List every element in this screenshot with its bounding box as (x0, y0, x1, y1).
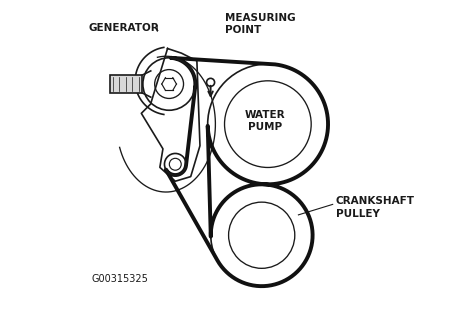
Text: MEASURING
POINT: MEASURING POINT (225, 13, 295, 35)
FancyBboxPatch shape (110, 75, 142, 93)
Text: CRANKSHAFT
PULLEY: CRANKSHAFT PULLEY (336, 196, 415, 219)
Text: WATER
PUMP: WATER PUMP (245, 110, 285, 132)
Text: G00315325: G00315325 (92, 273, 149, 284)
Text: GENERATOR: GENERATOR (89, 24, 160, 33)
Text: I: I (155, 24, 158, 33)
